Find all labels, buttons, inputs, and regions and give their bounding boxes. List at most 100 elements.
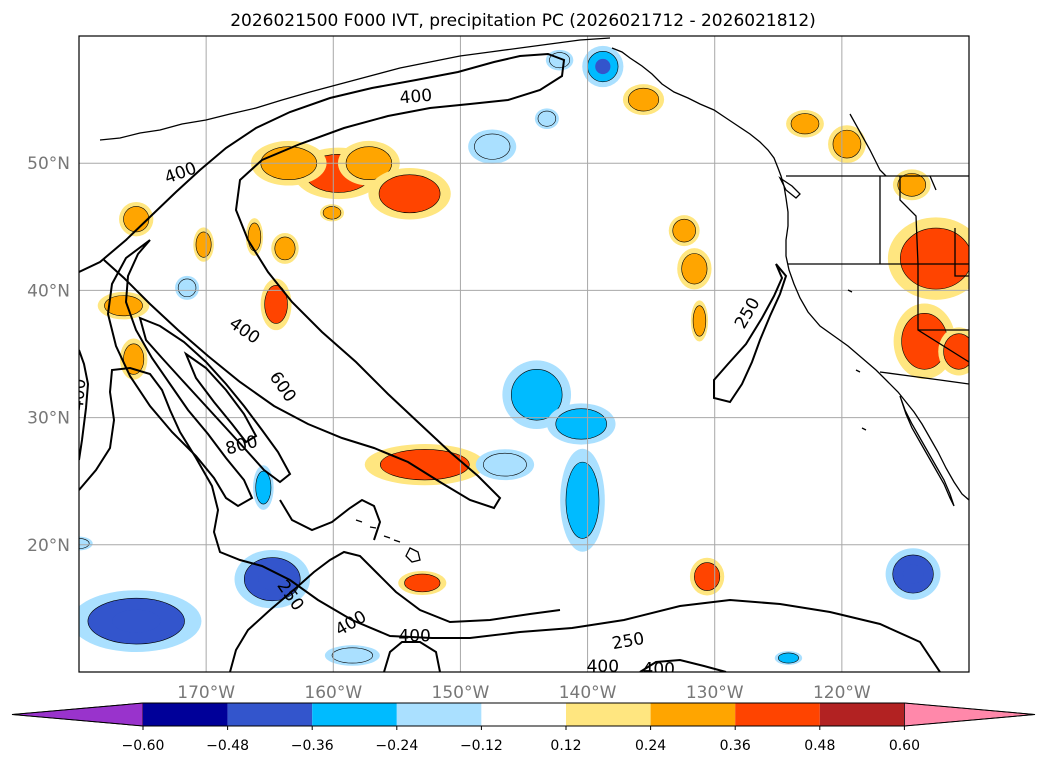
- precip-region-40: [774, 651, 803, 665]
- precip-region-34: [253, 465, 274, 510]
- precip-region-37: [175, 275, 200, 300]
- precip-region-18: [677, 248, 712, 290]
- lat-tick-label: 50°N: [27, 154, 70, 174]
- colorbar-tick-label: −0.36: [291, 738, 334, 754]
- lat-tick-label: 30°N: [27, 409, 70, 429]
- ivt-contour-600: [138, 316, 292, 484]
- colorbar-segment: [735, 703, 820, 726]
- precip-region-4: [319, 204, 345, 222]
- precip-region-3: [368, 167, 451, 220]
- precip-peak: [918, 243, 954, 274]
- precip-core: [537, 110, 557, 127]
- ivt-contour-250-left: [79, 366, 941, 672]
- precip-core: [555, 408, 607, 440]
- ivt-contour-label: 400: [587, 657, 619, 677]
- precip-core: [104, 295, 143, 317]
- precip-region-20: [689, 557, 725, 596]
- precip-core: [565, 461, 600, 539]
- precip-core: [692, 305, 707, 337]
- precip-region-5: [119, 201, 154, 237]
- precip-region-38: [79, 536, 93, 551]
- vancouver-island: [778, 176, 801, 199]
- lon-tick-label: 140°W: [559, 683, 617, 703]
- ivt-contours: [79, 52, 941, 672]
- colorbar-segment: [143, 703, 228, 726]
- ivt-contour-label: 400: [68, 378, 91, 412]
- precip-region-27: [560, 448, 605, 552]
- colorbar-segment: [650, 703, 736, 726]
- precip-region-8: [271, 232, 299, 264]
- baja-islands: [847, 289, 867, 431]
- precip-region-39: [885, 548, 941, 600]
- ivt-contour-400-south: [229, 550, 561, 672]
- precip-core: [123, 343, 145, 375]
- precip-region-30: [534, 108, 559, 129]
- precip-core: [627, 87, 660, 112]
- precip-region-32: [582, 45, 624, 88]
- latitude-tick-labels: 20°N 30°N 40°N 50°N: [27, 154, 70, 556]
- us-mexico-border: [879, 371, 969, 385]
- precip-core: [510, 368, 563, 421]
- precip-region-15: [786, 110, 824, 138]
- precip-peak: [270, 294, 282, 314]
- colorbar: −0.60 −0.48 −0.36 −0.24 −0.12 0.12 0.24 0.36 0.4…: [11, 702, 1036, 754]
- colorbar-tick-label: −0.12: [460, 738, 503, 754]
- precip-core: [897, 173, 927, 197]
- lon-tick-label: 150°W: [432, 683, 490, 703]
- colorbar-tick-label: 0.24: [635, 738, 666, 754]
- colorbar-tick-label: 0.60: [889, 738, 920, 754]
- lat-tick-label: 40°N: [27, 281, 70, 301]
- colorbar-extend-high: [904, 702, 1036, 727]
- precip-core: [255, 470, 272, 505]
- precip-core: [274, 236, 296, 261]
- precip-region-17: [668, 215, 700, 247]
- precip-core: [195, 231, 212, 258]
- colorbar-segment: [566, 703, 651, 726]
- hawaii-islands-small: [355, 519, 401, 543]
- ivt-contour-400-inner: [106, 239, 254, 508]
- precip-peak: [394, 184, 425, 204]
- ivt-contour-label: 400: [643, 659, 675, 679]
- precip-region-21: [892, 169, 931, 201]
- precip-region-36: [324, 645, 380, 666]
- ivt-contour-label: 400: [399, 86, 433, 109]
- colorbar-segment: [819, 703, 905, 726]
- colorbar-segment: [396, 703, 482, 726]
- precip-region-19: [690, 300, 709, 342]
- precip-peak: [951, 342, 967, 361]
- ivt-contour-label: 400: [398, 626, 430, 646]
- precip-core: [79, 538, 90, 549]
- colorbar-tick-label: −0.60: [122, 738, 165, 754]
- colorbar-tick-label: 0.12: [550, 738, 581, 754]
- precip-core: [331, 647, 373, 664]
- colorbar-segment: [227, 703, 313, 726]
- precip-core: [483, 452, 527, 477]
- precip-region-26: [546, 403, 616, 445]
- lat-tick-label: 20°N: [27, 536, 70, 556]
- ivt-contour-400-se: [639, 658, 727, 672]
- precip-core: [322, 206, 342, 220]
- precip-core: [123, 206, 150, 233]
- lon-tick-label: 120°W: [813, 683, 871, 703]
- precip-region-10: [97, 291, 150, 320]
- precip-region-6: [193, 227, 214, 262]
- precip-peak: [700, 569, 714, 584]
- precip-peak: [112, 609, 161, 633]
- precip-region-31: [545, 49, 574, 71]
- precip-peak: [902, 564, 924, 584]
- colorbar-extend-low: [11, 702, 144, 727]
- hawaii-island: [405, 547, 421, 563]
- ivt-contour-800: [183, 351, 258, 444]
- precip-core: [672, 218, 696, 243]
- precip-core: [474, 133, 511, 160]
- colorbar-segment: [312, 703, 397, 726]
- precip-region-14: [622, 84, 665, 116]
- precip-region-12: [364, 444, 485, 486]
- us-state-borders: [788, 175, 969, 363]
- precip-region-29: [468, 129, 517, 164]
- precip-core: [247, 222, 262, 252]
- colorbar-tick-label: 0.48: [804, 738, 835, 754]
- precip-core: [832, 129, 862, 159]
- precip-peak: [402, 457, 448, 473]
- ivt-contour-400-left: [79, 349, 90, 461]
